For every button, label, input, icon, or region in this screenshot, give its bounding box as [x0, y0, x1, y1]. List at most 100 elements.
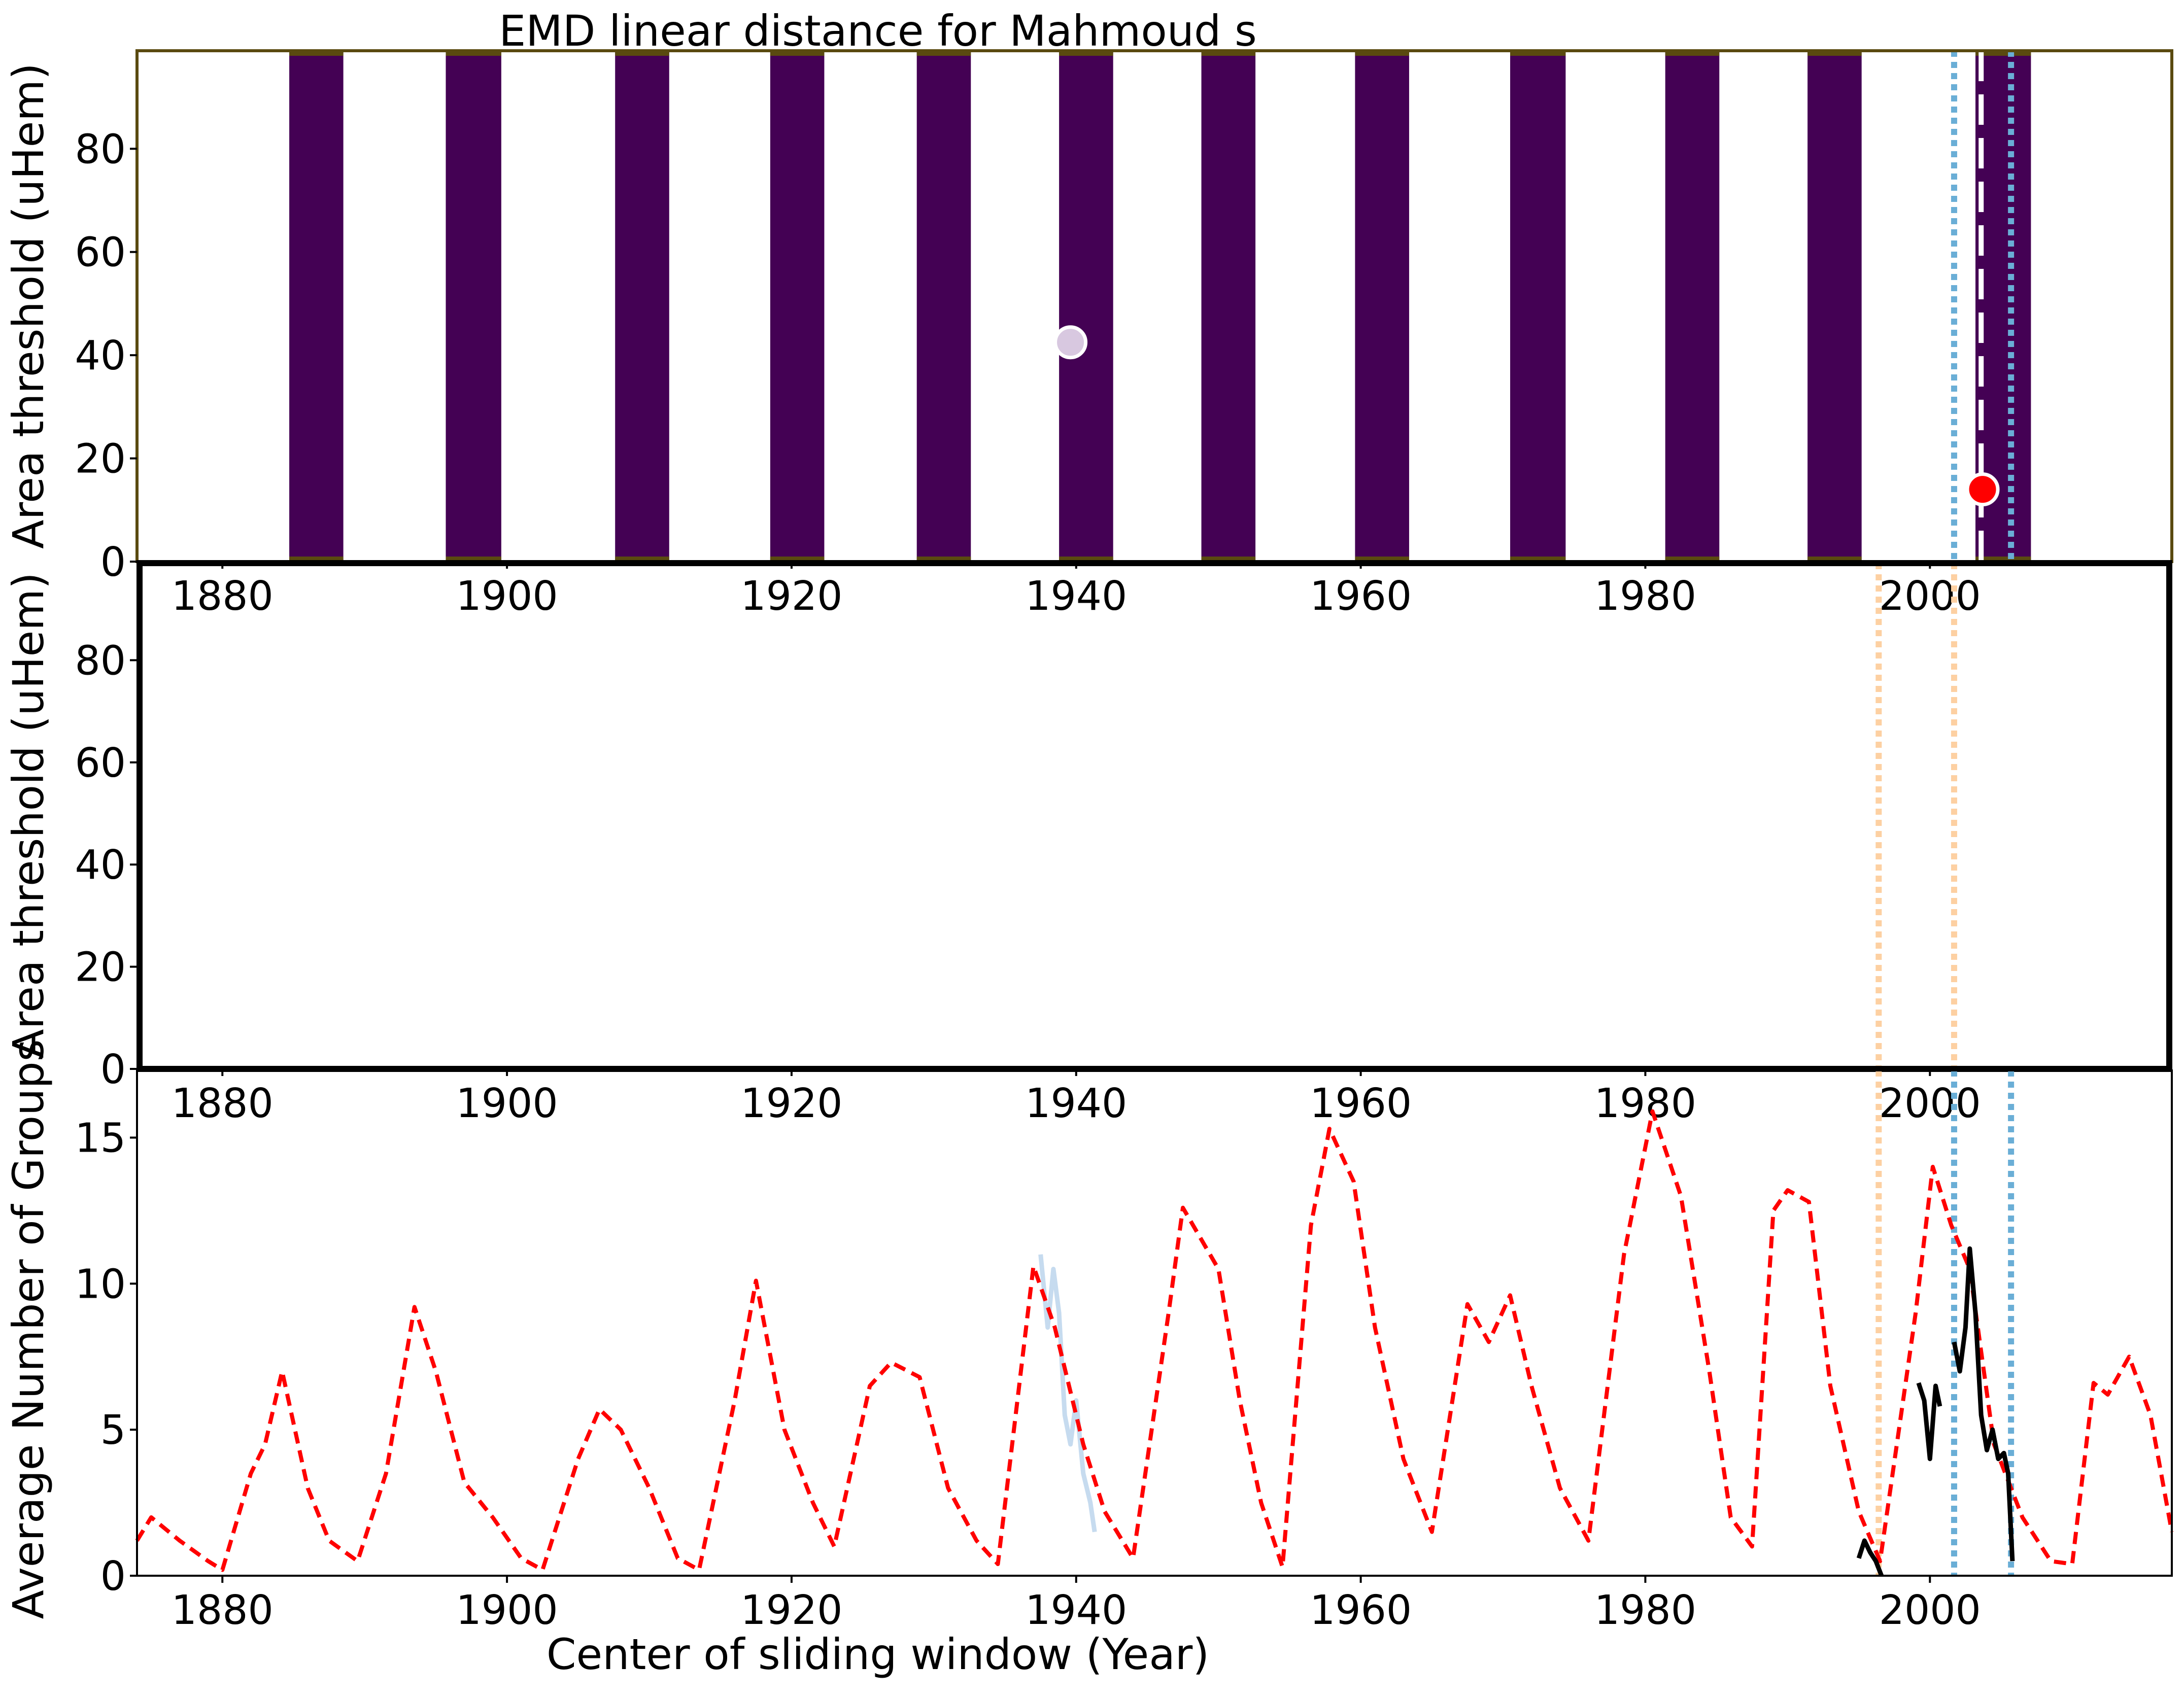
middle-xtick-label: 1920 — [740, 1080, 842, 1127]
heatmap-band — [1510, 51, 1566, 562]
bottom-xtick-label: 1940 — [1025, 1587, 1127, 1634]
heatmap-band-bottom-edge — [1807, 557, 1862, 562]
top-xtick-label: 1920 — [740, 573, 842, 619]
middle-xtick-label: 2000 — [1879, 1080, 1981, 1127]
heatmap-band-bottom-edge — [916, 557, 971, 562]
bottom-x-axis-label: Center of sliding window (Year) — [547, 1629, 1209, 1679]
heatmap-band-bottom-edge — [289, 557, 344, 562]
middle-panel: 0 20 40 60 80 1880 1900 1920 1940 1960 1980 2000 A… — [4, 560, 2172, 1127]
middle-x-ticks: 1880 1900 1920 1940 1960 1980 2000 — [172, 1069, 1981, 1127]
heatmap-band-top-edge — [1355, 51, 1409, 56]
heatmap-band-bottom-edge — [1510, 557, 1566, 562]
top-panel: 0 20 40 60 80 1880 1900 1920 1940 1960 1980 2000 A… — [4, 49, 2173, 619]
top-vlines — [1951, 51, 2015, 562]
chart-title: EMD linear distance for Mahmoud s — [499, 6, 1257, 56]
heatmap-band-top-edge — [1807, 51, 1862, 56]
observer-light-series — [1038, 1254, 1097, 1533]
candidate-point — [1053, 325, 1088, 360]
observer-series — [1952, 1246, 2015, 1562]
heatmap-band — [615, 51, 669, 562]
middle-vlines — [1875, 563, 1957, 1069]
middle-xtick-label: 1880 — [172, 1080, 274, 1127]
top-ytick-label: 40 — [75, 332, 126, 379]
top-x-ticks: 1880 1900 1920 1940 1960 1980 2000 — [172, 562, 1981, 619]
heatmap-band — [1201, 51, 1256, 562]
top-xtick-label: 1900 — [456, 573, 558, 619]
heatmap-band — [446, 51, 501, 562]
top-ytick-label: 0 — [100, 539, 126, 585]
middle-xtick-label: 1980 — [1594, 1080, 1696, 1127]
heatmap-band-top-edge — [289, 51, 344, 56]
bottom-axes-frame — [136, 1069, 2173, 1577]
top-y-axis-label: Area threshold (uHem) — [4, 63, 53, 549]
heatmap-band-top-edge — [1665, 51, 1720, 56]
heatmap-band — [289, 51, 344, 562]
top-ytick-label: 20 — [75, 436, 126, 482]
bottom-series — [135, 1109, 2174, 1577]
heatmap-band-top-edge — [770, 51, 825, 56]
middle-y-ticks: 0 20 40 60 80 — [75, 637, 137, 1093]
bottom-y-axis-label: Average Number of Groups — [4, 1039, 53, 1619]
middle-ytick-label: 0 — [100, 1046, 126, 1093]
observer-series — [1916, 1382, 1942, 1462]
heatmap-band-top-edge — [916, 51, 971, 56]
top-ytick-label: 80 — [75, 126, 126, 172]
middle-ytick-label: 40 — [75, 842, 126, 888]
top-xtick-label: 2000 — [1879, 573, 1981, 619]
top-xtick-label: 1960 — [1310, 573, 1412, 619]
bottom-ytick-label: 5 — [100, 1407, 126, 1453]
bottom-xtick-label: 1880 — [172, 1587, 274, 1634]
bottom-y-ticks: 0 5 10 15 — [75, 1115, 137, 1600]
heatmap-band-top-edge — [615, 51, 669, 56]
observer-series — [1856, 1538, 1884, 1577]
middle-xtick-label: 1960 — [1310, 1080, 1412, 1127]
middle-ytick-label: 60 — [75, 740, 126, 786]
heatmap-band — [1807, 51, 1862, 562]
middle-ytick-label: 80 — [75, 637, 126, 684]
heatmap-band-bottom-edge — [1059, 557, 1113, 562]
top-bands — [289, 51, 2031, 562]
middle-xtick-label: 1940 — [1025, 1080, 1127, 1127]
top-points — [1053, 325, 2000, 507]
top-y-ticks: 0 20 40 60 80 — [75, 126, 137, 585]
heatmap-band-bottom-edge — [1665, 557, 1720, 562]
bottom-xtick-label: 2000 — [1879, 1587, 1981, 1634]
heatmap-band — [916, 51, 971, 562]
heatmap-band — [1665, 51, 1720, 562]
heatmap-band — [770, 51, 825, 562]
top-axes-frame — [135, 49, 2173, 563]
bottom-ytick-label: 15 — [75, 1115, 126, 1161]
heatmap-band-bottom-edge — [1355, 557, 1409, 562]
heatmap-band-top-edge — [446, 51, 501, 56]
heatmap-band — [1059, 51, 1113, 562]
bottom-ytick-label: 10 — [75, 1261, 126, 1307]
heatmap-band-top-edge — [1975, 51, 2031, 56]
bottom-xtick-label: 1900 — [456, 1587, 558, 1634]
heatmap-band-bottom-edge — [1975, 557, 2031, 562]
best-point — [1965, 472, 2000, 507]
bottom-vlines — [1875, 1070, 2015, 1576]
top-xtick-label: 1880 — [172, 573, 274, 619]
bottom-xtick-label: 1920 — [740, 1587, 842, 1634]
heatmap-band-bottom-edge — [1201, 557, 1256, 562]
heatmap-band-bottom-edge — [770, 557, 825, 562]
top-xtick-label: 1940 — [1025, 573, 1127, 619]
bottom-ytick-label: 0 — [100, 1553, 126, 1600]
heatmap-band-bottom-edge — [615, 557, 669, 562]
bottom-panel: 0 5 10 15 1880 1900 1920 1940 1960 1980 2000 Aver… — [4, 1039, 2174, 1679]
bottom-xtick-label: 1980 — [1594, 1587, 1696, 1634]
middle-y-axis-label: Area threshold (uHem) — [4, 572, 53, 1058]
heatmap-band-top-edge — [1510, 51, 1566, 56]
heatmap-band — [1355, 51, 1409, 562]
top-ytick-label: 60 — [75, 229, 126, 276]
reference-series — [135, 1109, 2174, 1572]
bottom-xtick-label: 1960 — [1310, 1587, 1412, 1634]
heatmap-band-bottom-edge — [446, 557, 501, 562]
heatmap-band-top-edge — [1201, 51, 1256, 56]
middle-xtick-label: 1900 — [456, 1080, 558, 1127]
middle-axes-frame — [136, 560, 2172, 1072]
middle-ytick-label: 20 — [75, 944, 126, 991]
heatmap-band-top-edge — [1059, 51, 1113, 56]
top-xtick-label: 1980 — [1594, 573, 1696, 619]
